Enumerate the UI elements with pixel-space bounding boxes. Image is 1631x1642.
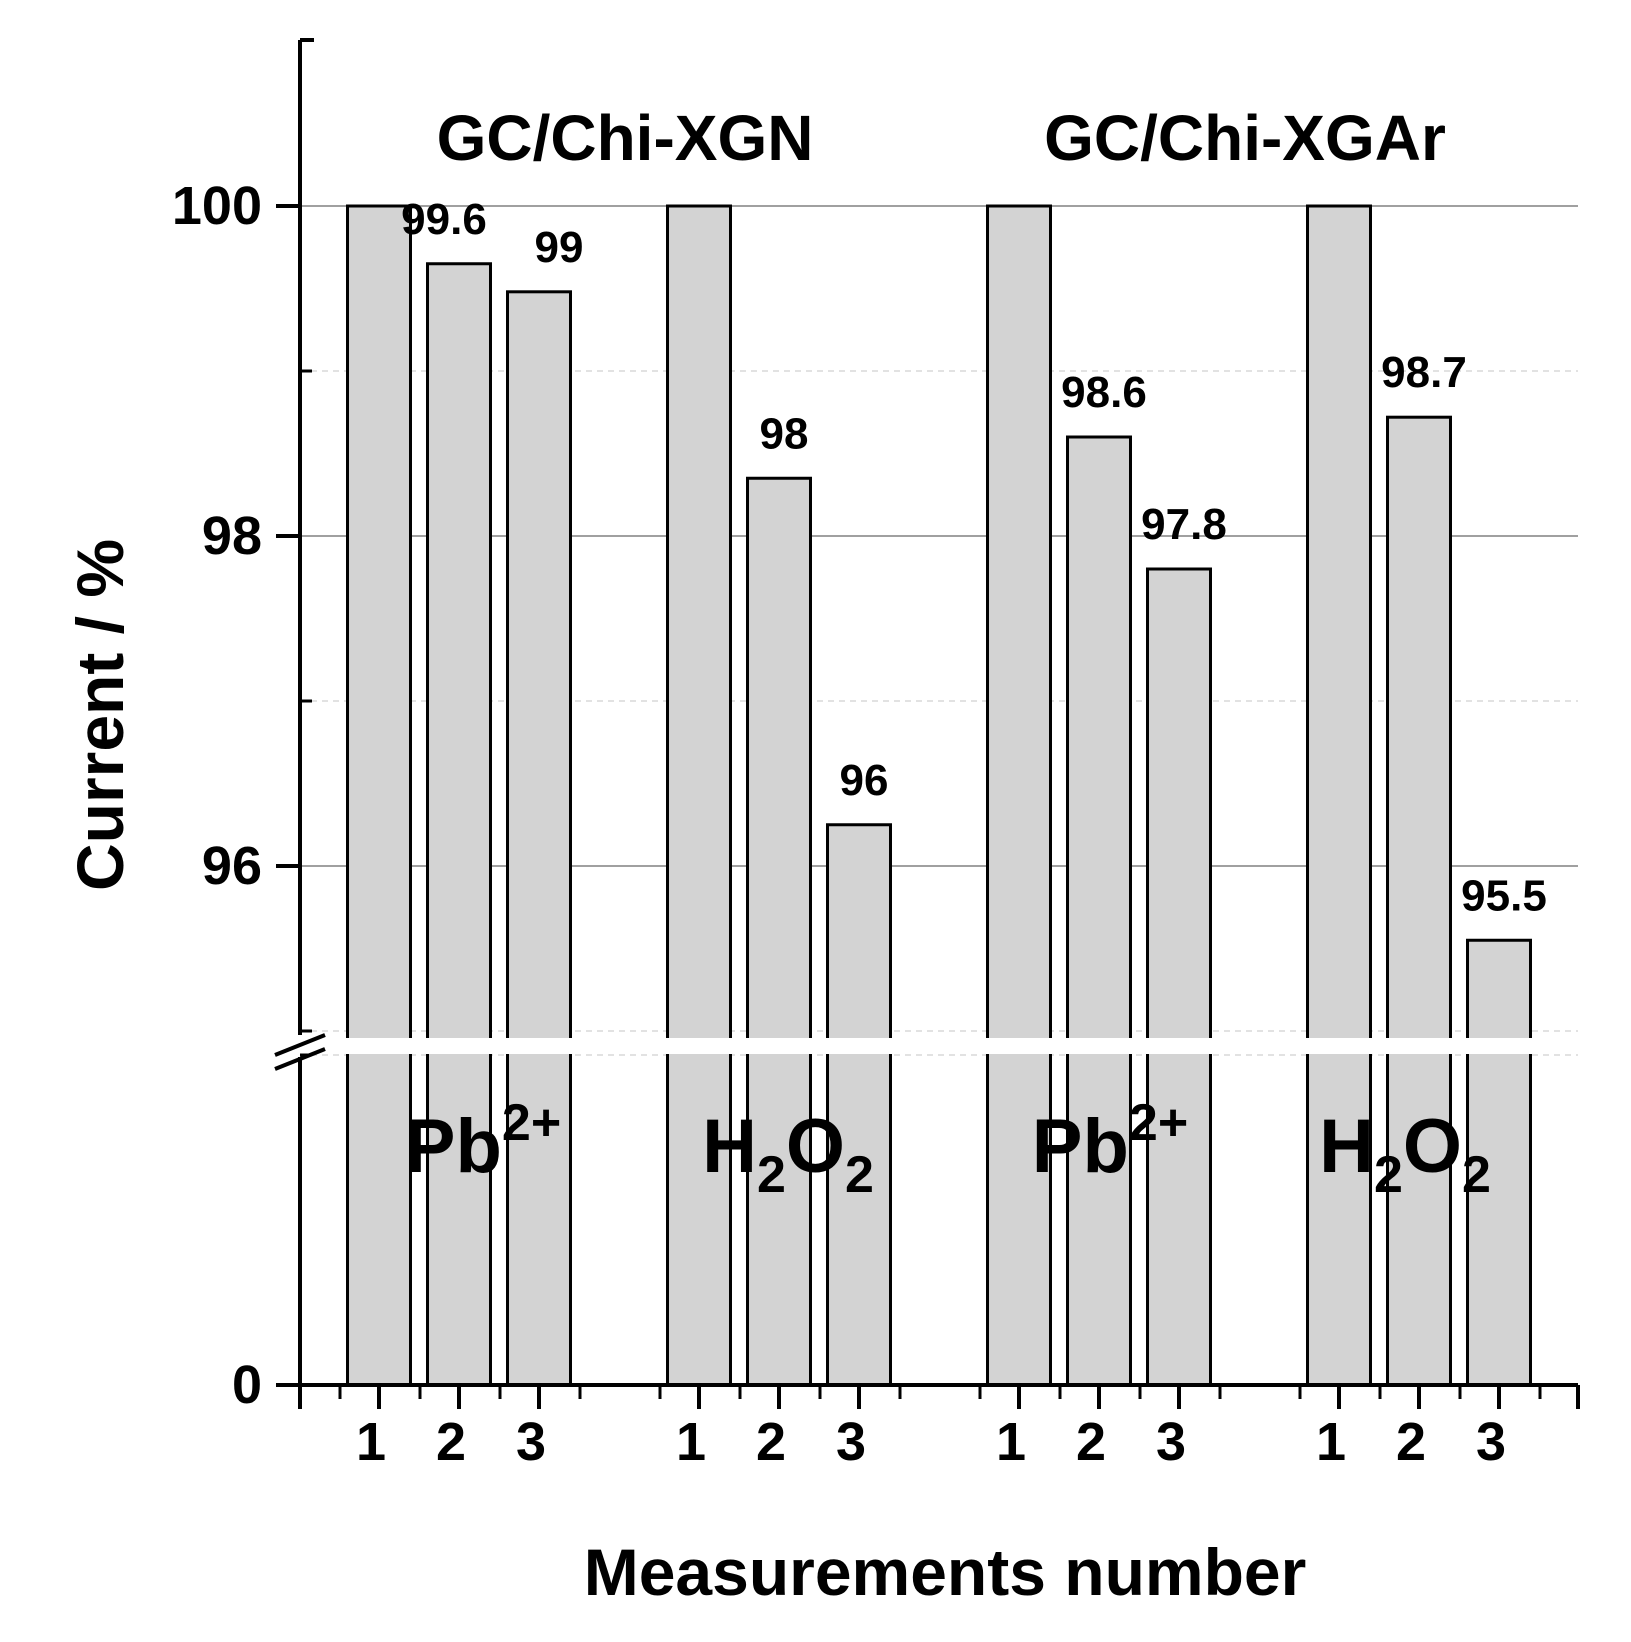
bar-4 <box>666 204 732 1387</box>
analyte-label-1: Pb2+ <box>405 1094 561 1189</box>
data-label-11: 98.7 <box>1381 348 1467 397</box>
x-tick-label-1: 1 <box>356 1412 386 1472</box>
x-tick-label-12: 3 <box>1476 1412 1506 1472</box>
x-tick-label-5: 2 <box>756 1412 786 1472</box>
x-tick-label-10: 1 <box>1316 1412 1346 1472</box>
x-tick-label-8: 2 <box>1076 1412 1106 1472</box>
x-tick-label-3: 3 <box>516 1412 546 1472</box>
group-title-xgar: GC/Chi-XGAr <box>1044 102 1446 174</box>
data-label-9: 97.8 <box>1141 500 1227 549</box>
data-label-6: 96 <box>840 756 889 805</box>
analyte-label-3: Pb2+ <box>1032 1094 1188 1189</box>
y-tick-label-0: 0 <box>232 1355 262 1415</box>
axis-break-band <box>302 1038 1580 1054</box>
x-tick-label-6: 3 <box>836 1412 866 1472</box>
x-tick-label-4: 1 <box>676 1412 706 1472</box>
data-label-5: 98 <box>760 409 809 458</box>
data-label-3: 99 <box>535 223 584 272</box>
x-axis-title: Measurements number <box>584 1535 1307 1609</box>
x-tick-label-9: 3 <box>1156 1412 1186 1472</box>
y-tick-label-98: 98 <box>202 506 262 566</box>
analyte-labels: Pb2+ H2O2 Pb2+ H2O2 <box>405 1094 1491 1204</box>
x-tick-label-11: 2 <box>1396 1412 1426 1472</box>
data-label-12: 95.5 <box>1461 871 1547 920</box>
y-axis-title: Current / % <box>63 539 137 891</box>
bar-11 <box>1386 415 1452 1387</box>
bar-5 <box>746 476 812 1387</box>
bar-3 <box>506 290 572 1387</box>
x-tick-label-2: 2 <box>436 1412 466 1472</box>
bar-1 <box>346 204 412 1387</box>
y-tick-label-100: 100 <box>172 176 262 236</box>
x-tick-label-7: 1 <box>996 1412 1026 1472</box>
analyte-label-2: H2O2 <box>702 1104 874 1204</box>
group-title-xgn: GC/Chi-XGN <box>437 102 814 174</box>
axis-break-mark-1 <box>274 1033 326 1057</box>
y-tick-label-96: 96 <box>202 836 262 896</box>
data-labels: 99.6 99 98 96 98.6 97.8 98.7 95.5 <box>401 195 1547 921</box>
data-label-2: 99.6 <box>401 195 487 244</box>
axis-break-mark-2 <box>274 1047 326 1071</box>
data-label-8: 98.6 <box>1061 368 1147 417</box>
bar-7 <box>986 204 1052 1387</box>
analyte-label-4: H2O2 <box>1319 1104 1491 1204</box>
bar-10 <box>1306 204 1372 1387</box>
bar-2 <box>426 262 492 1387</box>
bar-6 <box>826 823 892 1387</box>
bar-8 <box>1066 435 1132 1387</box>
bar-9 <box>1146 567 1212 1387</box>
